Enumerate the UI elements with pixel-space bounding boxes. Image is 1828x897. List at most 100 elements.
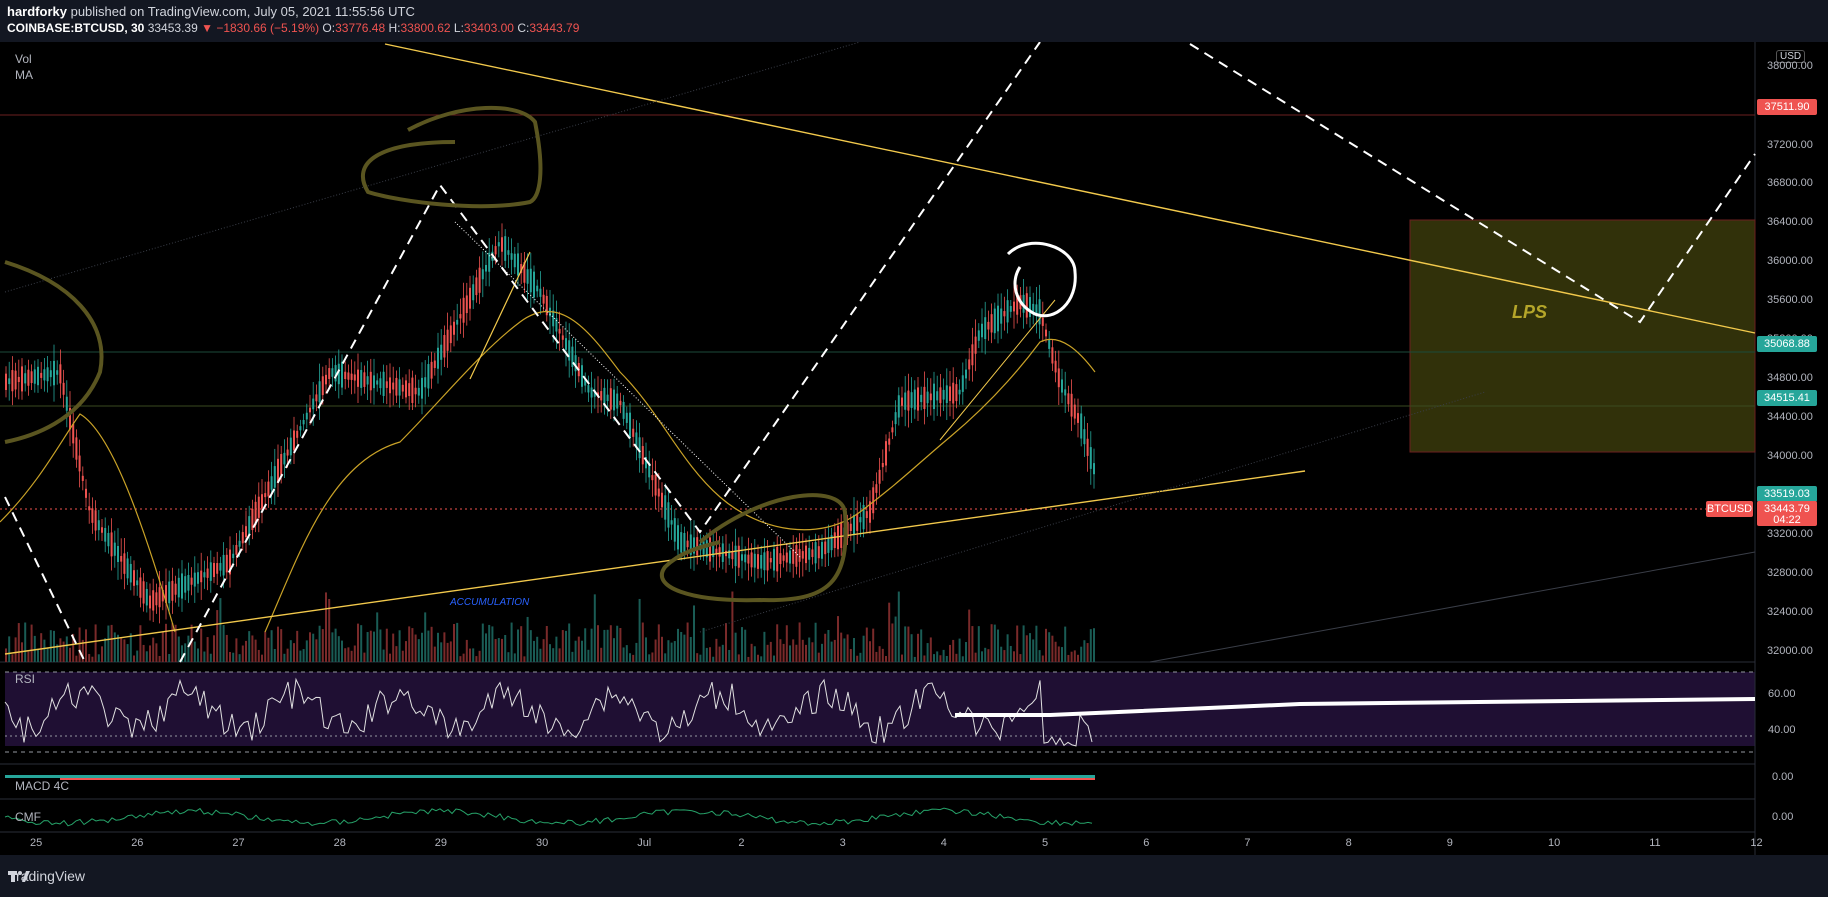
candle-body (725, 550, 727, 557)
published-text: published on TradingView.com, July 05, 2… (70, 4, 415, 19)
candle-body (1003, 311, 1006, 317)
volume-bar (17, 623, 20, 662)
candle-body (945, 385, 948, 404)
volume-bar (277, 626, 279, 662)
volume-bar (248, 631, 251, 662)
volume-bar (1054, 641, 1057, 662)
volume-bar (494, 639, 497, 662)
price-tick: 32000.00 (1767, 645, 1813, 657)
price-chart-canvas[interactable] (0, 42, 1828, 855)
candle-body (1006, 300, 1009, 323)
volume-bar (8, 636, 11, 662)
hand-circle-white[interactable] (1006, 241, 1077, 318)
volume-bar (14, 637, 17, 662)
candle-body (241, 532, 244, 544)
accumulation-annotation[interactable]: ACCUMULATION (450, 597, 530, 608)
volume-bar (981, 651, 983, 662)
volume-bar (245, 640, 247, 662)
volume-bar (561, 630, 564, 662)
volume-bar (830, 641, 833, 662)
tradingview-brand[interactable]: TradingView (8, 868, 85, 884)
vol-label[interactable]: Vol (15, 52, 32, 66)
candle-body (929, 393, 932, 401)
candle-body (1070, 393, 1073, 417)
rising-wedge-line[interactable] (939, 299, 1056, 441)
volume-bar (651, 652, 654, 662)
volume-bar (376, 612, 379, 662)
rsi-trendline[interactable] (955, 697, 1756, 717)
price-tag: 33519.03 (1757, 486, 1817, 502)
volume-bar (302, 649, 305, 662)
volume-bar (465, 639, 468, 662)
candle-body (30, 371, 33, 384)
candle-body (552, 310, 555, 327)
candle-body (888, 438, 891, 445)
volume-bar (936, 651, 939, 662)
volume-bar (638, 598, 641, 662)
candle-body (1086, 438, 1089, 456)
macd-label[interactable]: MACD 4C (15, 779, 70, 793)
candle-body (5, 373, 7, 390)
wyckoff-projection-right[interactable] (1189, 43, 1756, 324)
candle-body (296, 430, 299, 438)
upper-trendline[interactable] (384, 43, 1756, 334)
hand-circle-left[interactable] (4, 260, 104, 444)
volume-bar (606, 629, 609, 662)
volume-bar (718, 646, 721, 662)
candle-body (632, 428, 635, 437)
rsi-label[interactable]: RSI (15, 672, 36, 686)
candle-body (507, 250, 510, 255)
lps-annotation[interactable]: LPS (1512, 302, 1548, 322)
volume-bar (977, 626, 980, 662)
volume-bar (350, 650, 353, 662)
volume-bar (5, 648, 7, 662)
candle-body (942, 389, 945, 400)
volume-bar (881, 648, 884, 662)
volume-bar (174, 624, 177, 662)
author-name[interactable]: hardforky (7, 4, 67, 19)
volume-bar (565, 630, 567, 662)
volume-bar (1045, 628, 1047, 662)
hand-circle-top[interactable] (361, 105, 543, 209)
chart-area[interactable]: Vol MA RSI MACD 4C CMF ACCUMULATION LPS … (0, 42, 1828, 855)
hand-circle-bottom[interactable] (659, 493, 848, 603)
volume-bar (878, 646, 881, 662)
cmf-line (4, 807, 1093, 827)
short-support-line[interactable] (469, 251, 531, 380)
volume-bar (821, 643, 823, 662)
cmf-label[interactable]: CMF (15, 810, 41, 824)
volume-bar (145, 651, 148, 662)
time-tick: 30 (536, 837, 549, 849)
candle-body (385, 381, 388, 388)
candle-body (280, 454, 283, 476)
symbol-name[interactable]: COINBASE:BTCUSD, 30 (7, 21, 145, 35)
candle-body (1089, 447, 1092, 469)
volume-bar (785, 625, 788, 662)
candle-body (705, 540, 708, 558)
candle-body (85, 488, 87, 498)
volume-bar (296, 630, 299, 662)
candle-body (350, 373, 353, 380)
ma-label[interactable]: MA (15, 68, 33, 82)
candle-body (651, 475, 654, 481)
candle-body (766, 551, 769, 571)
candle-body (680, 532, 683, 553)
candle-body (920, 394, 923, 403)
candle-body (321, 376, 324, 396)
currency-label[interactable]: USD (1776, 50, 1806, 63)
wyckoff-projection-left[interactable] (4, 42, 1041, 663)
volume-bar (235, 638, 238, 662)
volume-bar (411, 628, 414, 662)
volume-bar (587, 649, 590, 662)
volume-bar (750, 643, 753, 662)
volume-bar (795, 644, 798, 662)
candle-body (174, 583, 177, 595)
candle-body (8, 378, 11, 385)
volume-bar (510, 622, 513, 662)
candle-body (363, 372, 366, 387)
accumulation-support-line[interactable] (4, 470, 1306, 655)
volume-bar (955, 653, 958, 662)
candle-body (101, 527, 103, 533)
time-tick: 2 (738, 837, 745, 849)
lps-zone-box[interactable] (1409, 219, 1756, 453)
